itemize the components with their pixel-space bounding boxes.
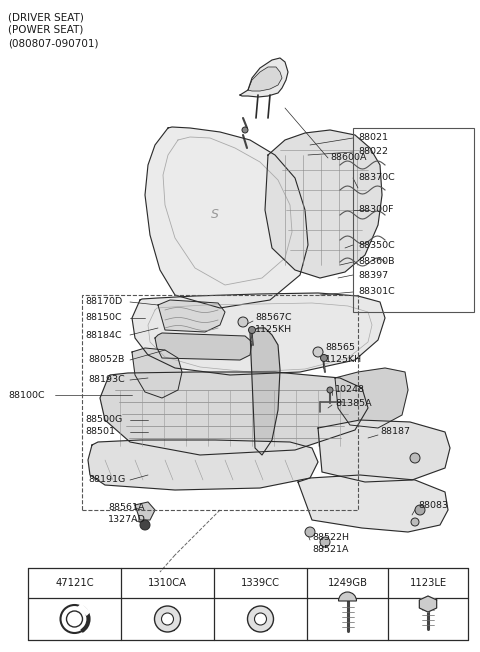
Text: 1327AD: 1327AD — [108, 516, 146, 524]
Text: 88170D: 88170D — [85, 297, 122, 306]
Circle shape — [238, 317, 248, 327]
Text: 88397: 88397 — [358, 271, 388, 280]
Text: 81385A: 81385A — [335, 398, 372, 408]
Text: 88193C: 88193C — [88, 376, 125, 385]
Text: 88083: 88083 — [418, 501, 448, 509]
FancyArrowPatch shape — [239, 323, 245, 325]
Polygon shape — [145, 127, 308, 308]
Text: 88600A: 88600A — [330, 153, 367, 162]
Circle shape — [320, 537, 330, 547]
Circle shape — [415, 505, 425, 515]
Circle shape — [321, 355, 327, 361]
Text: 88300F: 88300F — [358, 205, 394, 215]
Text: 47121C: 47121C — [55, 578, 94, 588]
Text: 1310CA: 1310CA — [148, 578, 187, 588]
Circle shape — [305, 527, 315, 537]
Polygon shape — [88, 440, 318, 490]
Text: 88301C: 88301C — [358, 288, 395, 297]
Text: 88191G: 88191G — [88, 475, 125, 484]
Text: 88501: 88501 — [85, 428, 115, 436]
Text: 88561A: 88561A — [108, 503, 144, 512]
Polygon shape — [248, 67, 282, 91]
Circle shape — [410, 453, 420, 463]
Circle shape — [242, 127, 248, 133]
Text: 88500G: 88500G — [85, 415, 122, 424]
Circle shape — [249, 327, 255, 334]
Polygon shape — [132, 293, 385, 375]
Polygon shape — [298, 475, 448, 532]
Text: 88350C: 88350C — [358, 241, 395, 250]
Circle shape — [155, 606, 180, 632]
Text: 88184C: 88184C — [85, 331, 121, 340]
Text: (DRIVER SEAT): (DRIVER SEAT) — [8, 12, 84, 22]
Circle shape — [327, 387, 333, 393]
Polygon shape — [265, 130, 382, 278]
Polygon shape — [420, 596, 437, 612]
Text: (POWER SEAT): (POWER SEAT) — [8, 25, 84, 35]
Polygon shape — [100, 372, 368, 455]
Bar — [353, 128, 474, 312]
Circle shape — [313, 347, 323, 357]
Text: 88521A: 88521A — [312, 546, 348, 554]
Text: 88022: 88022 — [358, 147, 388, 156]
Text: 10248: 10248 — [335, 385, 365, 394]
Polygon shape — [158, 300, 225, 332]
Text: 88360B: 88360B — [358, 258, 395, 267]
Text: 1125KH: 1125KH — [325, 355, 362, 364]
Text: S: S — [211, 209, 219, 222]
Text: 88100C: 88100C — [8, 391, 45, 400]
Polygon shape — [318, 420, 450, 482]
Circle shape — [161, 613, 173, 625]
Polygon shape — [155, 333, 252, 360]
Text: 88522H: 88522H — [312, 533, 349, 542]
Text: 1249GB: 1249GB — [327, 578, 368, 588]
Circle shape — [140, 520, 150, 530]
Circle shape — [411, 518, 419, 526]
Polygon shape — [240, 58, 288, 97]
Text: 88565: 88565 — [325, 344, 355, 353]
Text: 88052B: 88052B — [88, 355, 124, 364]
Text: 1125KH: 1125KH — [255, 325, 292, 334]
Polygon shape — [335, 368, 408, 428]
Text: (080807-090701): (080807-090701) — [8, 38, 98, 48]
Circle shape — [248, 606, 274, 632]
Text: 88370C: 88370C — [358, 173, 395, 183]
Polygon shape — [132, 348, 182, 398]
Circle shape — [254, 613, 266, 625]
Polygon shape — [135, 502, 155, 520]
Bar — [82, 295, 358, 510]
Text: 88187: 88187 — [380, 428, 410, 436]
Polygon shape — [250, 328, 280, 455]
Text: 88021: 88021 — [358, 134, 388, 143]
Text: 88150C: 88150C — [85, 314, 121, 323]
Text: 1339CC: 1339CC — [241, 578, 280, 588]
Text: 88567C: 88567C — [255, 314, 292, 323]
Wedge shape — [338, 592, 357, 601]
Text: 1123LE: 1123LE — [409, 578, 446, 588]
